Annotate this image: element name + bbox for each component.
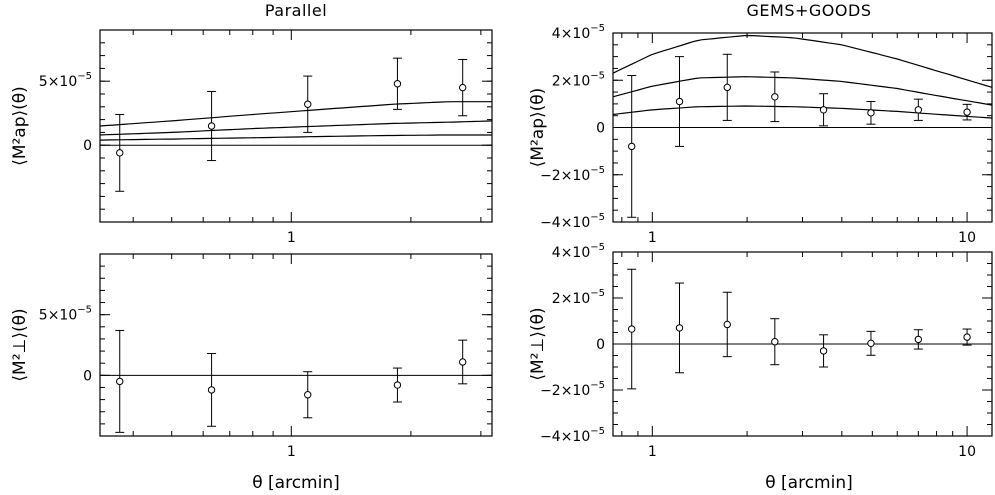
x-tick-label: 1 — [648, 230, 657, 246]
data-point — [723, 320, 731, 329]
title-gems-goods: GEMS+GOODS — [747, 1, 872, 20]
data-point — [393, 381, 402, 389]
data-point — [207, 122, 216, 130]
y-axis-label: ⟨M²ap⟩(θ) — [10, 86, 30, 166]
y-tick-label: 2×10−5 — [552, 70, 605, 89]
y-axis-label: ⟨M²⊥⟩(θ) — [528, 307, 548, 380]
panel-gems-bottom: 1 10 4×10−5 2×10−5 0 −2×10−5 −4×10−5 ⟨M²⊥⟩(θ) — [528, 242, 993, 460]
data-point — [628, 142, 636, 151]
data-point — [458, 83, 467, 92]
x-tick-label: 1 — [648, 444, 657, 460]
model-curve-1 — [99, 101, 492, 127]
data-point — [116, 149, 124, 157]
model-curve-3 — [99, 134, 492, 141]
x-tick-label: 1 — [287, 230, 296, 246]
data-point — [304, 391, 312, 399]
data-point — [819, 347, 828, 355]
y-axis-label: ⟨M²ap⟩(θ) — [528, 88, 548, 168]
axis-frame — [99, 253, 493, 437]
data-point — [914, 335, 923, 344]
data-point — [867, 339, 875, 348]
y-tick-label: −4×10−5 — [540, 426, 605, 445]
model-curve-2 — [612, 76, 993, 106]
model-curve-1 — [612, 34, 993, 88]
data-point — [458, 358, 467, 366]
data-point — [116, 377, 124, 386]
y-tick-label: −2×10−5 — [540, 380, 605, 399]
data-point — [304, 100, 312, 108]
x-axis-label-right: θ [arcmin] — [765, 473, 853, 493]
data-point — [819, 106, 828, 114]
model-curve-3 — [612, 105, 993, 119]
panel-gems-top: 1 10 4×10−5 2×10−5 0 −2×10−5 −4×10−5 ⟨M²ap⟩(θ) — [528, 23, 993, 246]
title-parallel: Parallel — [265, 1, 327, 20]
y-tick-label: −4×10−5 — [540, 212, 605, 231]
x-tick-label: 10 — [958, 230, 976, 246]
data-point — [628, 325, 636, 333]
y-tick-label: −2×10−5 — [540, 165, 605, 184]
y-tick-label: 4×10−5 — [552, 242, 605, 261]
data-point — [675, 324, 684, 332]
data-point — [867, 109, 875, 117]
y-tick-label: 4×10−5 — [552, 23, 605, 42]
data-point — [393, 80, 402, 88]
y-tick-label: 0 — [83, 368, 92, 384]
y-tick-label: 2×10−5 — [552, 288, 605, 307]
y-tick-label: 0 — [83, 138, 92, 154]
panel-parallel-bottom: 1 5×10−5 0 ⟨M²⊥⟩(θ) — [10, 253, 493, 460]
data-point — [963, 108, 971, 116]
axis-frame — [99, 29, 493, 223]
y-tick-label: 5×10−5 — [39, 305, 92, 324]
x-axis-label-left: θ [arcmin] — [252, 473, 340, 493]
x-tick-label: 10 — [958, 444, 976, 460]
data-point — [675, 97, 684, 106]
y-axis-label: ⟨M²⊥⟩(θ) — [10, 308, 30, 381]
plot-panels: 15×10−50⟨M²ap⟩(θ)15×10−50⟨M²⊥⟩(θ)1 104×10… — [10, 23, 993, 460]
data-point — [914, 106, 923, 114]
data-point — [207, 386, 216, 394]
y-tick-label: 0 — [596, 121, 605, 137]
y-tick-label: 0 — [596, 337, 605, 353]
model-curve-2 — [99, 120, 493, 136]
data-point — [723, 83, 731, 92]
data-point — [771, 93, 779, 101]
y-tick-label: 5×10−5 — [39, 71, 92, 90]
data-point — [963, 333, 971, 341]
x-tick-label: 1 — [287, 444, 296, 460]
data-point — [771, 338, 779, 346]
panel-parallel-top: 1 5×10−5 0 ⟨M²ap⟩(θ) — [10, 29, 493, 246]
